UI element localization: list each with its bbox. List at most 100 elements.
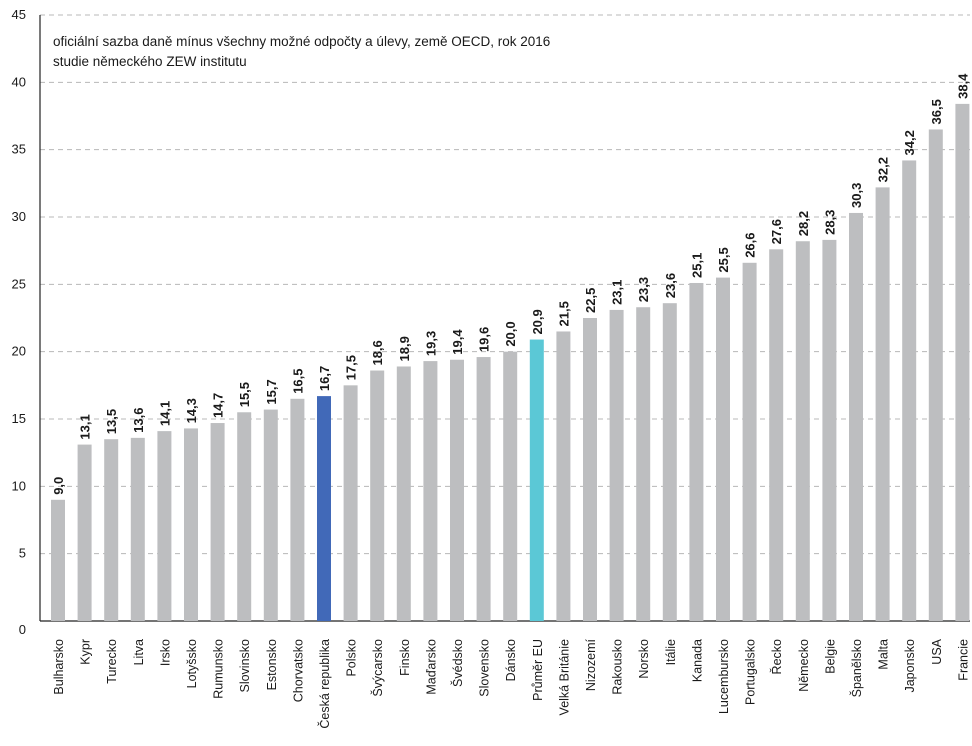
data-label: 15,7 <box>264 379 279 404</box>
x-tick-label: Portugalsko <box>744 639 758 705</box>
y-tick-label: 25 <box>12 276 26 291</box>
x-tick-label: Španělsko <box>849 639 864 697</box>
bar <box>396 366 411 621</box>
bar <box>423 361 438 621</box>
data-label: 13,6 <box>131 408 146 433</box>
x-tick-label: Litva <box>132 639 146 665</box>
x-tick-label: Bulharsko <box>52 639 66 695</box>
data-label: 19,4 <box>450 329 465 355</box>
data-label: 32,2 <box>876 157 891 182</box>
bar <box>742 262 757 621</box>
data-label: 23,1 <box>610 280 625 305</box>
x-tick-label: USA <box>930 638 944 664</box>
bar <box>476 357 491 621</box>
y-tick-label: 45 <box>12 7 26 22</box>
x-tick-label: Estonsko <box>265 639 279 690</box>
chart-annotation-2: studie německého ZEW institutu <box>53 54 247 69</box>
x-tick-label: Francie <box>956 639 970 681</box>
bar <box>263 409 278 621</box>
data-label: 14,7 <box>211 393 226 418</box>
data-label: 13,5 <box>104 409 119 434</box>
data-label: 25,5 <box>716 247 731 272</box>
x-tick-label: Dánsko <box>504 639 518 681</box>
x-tick-label: Polsko <box>345 639 359 677</box>
bar <box>130 437 145 621</box>
data-label: 19,6 <box>477 327 492 352</box>
data-label: 15,5 <box>237 382 252 407</box>
bar <box>609 309 624 621</box>
x-tick-label: Švédsko <box>450 639 465 687</box>
y-tick-label: 30 <box>12 209 26 224</box>
data-label: 25,1 <box>689 253 704 278</box>
data-label: 30,3 <box>849 183 864 208</box>
x-tick-label: Rumunsko <box>212 639 226 699</box>
data-label: 18,9 <box>397 336 412 361</box>
data-label: 16,5 <box>290 368 305 393</box>
data-label: 38,4 <box>955 73 970 99</box>
data-label: 20,9 <box>530 309 545 334</box>
data-label: 9,0 <box>51 477 66 495</box>
bar <box>317 396 331 621</box>
y-tick-label: 20 <box>12 344 26 359</box>
bar <box>450 359 464 621</box>
x-tick-label: Řecko <box>769 639 784 674</box>
x-tick-label: Slovensko <box>478 639 492 697</box>
data-label: 19,3 <box>423 331 438 356</box>
bar <box>210 423 225 621</box>
chart-annotation-1: oficiální sazba daně mínus všechny možné… <box>53 34 551 49</box>
y-tick-label: 40 <box>12 74 26 89</box>
bar <box>503 351 518 621</box>
data-label: 23,3 <box>636 277 651 302</box>
data-label: 16,7 <box>317 366 332 391</box>
bar <box>769 249 784 621</box>
bar <box>928 129 943 621</box>
data-label: 28,2 <box>796 211 811 236</box>
bar <box>51 499 65 621</box>
bar <box>875 187 890 621</box>
y-tick-label: 0 <box>19 622 26 637</box>
data-label: 21,5 <box>556 301 571 326</box>
x-tick-label: Rakousko <box>611 639 625 695</box>
x-tick-label: Slovinsko <box>238 639 252 693</box>
bar <box>902 160 917 621</box>
data-label: 20,0 <box>503 321 518 346</box>
x-tick-label: Finsko <box>398 639 412 676</box>
x-tick-label: Malta <box>877 639 891 670</box>
data-label: 18,6 <box>370 340 385 365</box>
data-label: 22,5 <box>583 288 598 313</box>
data-label: 27,6 <box>769 219 784 244</box>
x-tick-label: Belgie <box>823 639 837 674</box>
data-label: 28,3 <box>822 210 837 235</box>
x-tick-label: Lotyšsko <box>185 639 199 688</box>
bar <box>822 239 837 622</box>
x-tick-label: Lucembursko <box>717 639 731 714</box>
bar <box>370 370 385 621</box>
x-tick-label: Irsko <box>158 639 172 666</box>
x-tick-label: Norsko <box>637 639 651 679</box>
data-label: 17,5 <box>344 355 359 380</box>
bar <box>716 277 730 621</box>
data-label: 34,2 <box>902 130 917 155</box>
x-tick-label: Chorvatsko <box>291 639 305 702</box>
data-label: 36,5 <box>929 99 944 124</box>
y-tick-label: 5 <box>19 546 26 561</box>
x-tick-label: Velká Británie <box>557 639 571 715</box>
bar <box>583 318 597 621</box>
x-tick-label: Švýcarsko <box>370 639 385 697</box>
data-label: 14,3 <box>184 398 199 423</box>
bar <box>290 398 305 621</box>
bar <box>529 339 544 621</box>
data-label: 14,1 <box>157 401 172 426</box>
bar <box>104 439 119 621</box>
x-tick-label: Česká republika <box>317 639 332 729</box>
x-tick-label: Kanada <box>690 639 704 682</box>
bar <box>636 307 651 621</box>
data-label: 13,1 <box>78 414 93 439</box>
bar <box>184 428 198 621</box>
x-tick-label: Kypr <box>79 639 93 665</box>
bar <box>157 431 172 621</box>
bar <box>556 331 571 621</box>
data-label: 23,6 <box>663 273 678 298</box>
data-label: 26,6 <box>743 232 758 257</box>
